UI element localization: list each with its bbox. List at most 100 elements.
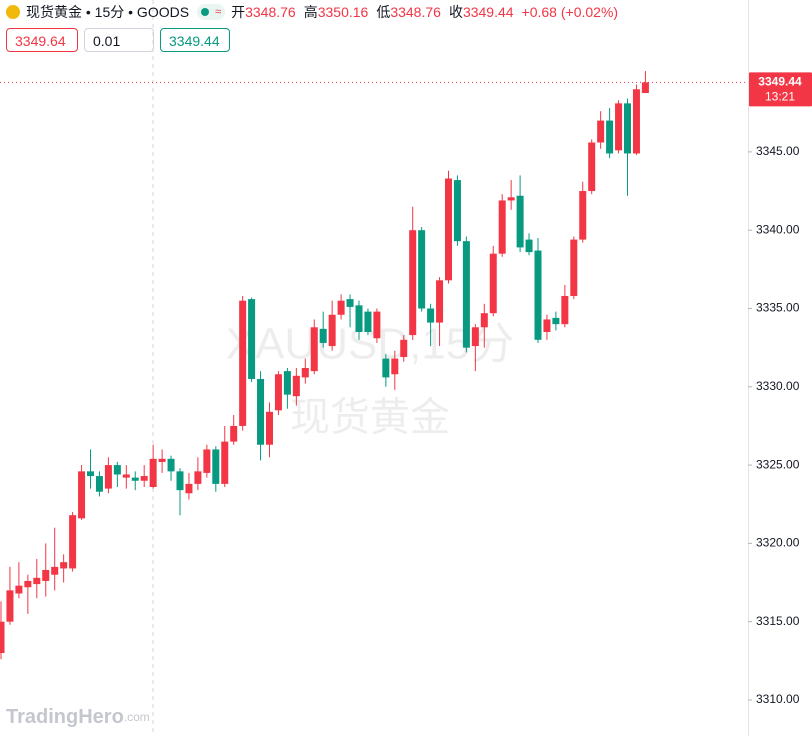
candle-body — [221, 441, 229, 484]
candle-body — [624, 103, 631, 154]
candle-body — [283, 371, 291, 395]
candle-body — [489, 253, 497, 314]
candle-body — [0, 621, 5, 654]
last-price-badge — [749, 72, 812, 107]
candle-body — [42, 570, 50, 581]
low-label: 低 — [376, 4, 391, 20]
candle-body — [400, 339, 408, 358]
close-label: 收 — [448, 4, 463, 20]
candle-body — [480, 313, 488, 328]
candle-body — [149, 458, 157, 488]
close-value: 3349.44 — [462, 4, 514, 20]
candle-body — [337, 300, 345, 315]
candle-body — [230, 425, 238, 442]
y-tick-label: 3340.00 — [756, 222, 800, 236]
candle-body — [346, 299, 354, 307]
candle-body — [436, 280, 444, 323]
candle-body — [409, 230, 417, 336]
candle-body — [418, 230, 426, 309]
candle-body — [301, 368, 309, 378]
last-price-time: 13:21 — [765, 90, 795, 104]
candle-body — [641, 82, 649, 94]
symbol-icon — [6, 5, 20, 19]
low-value: 3348.76 — [390, 4, 441, 20]
spread-box: 0.01 — [84, 28, 154, 52]
candle-body — [131, 477, 139, 481]
last-price-label: 3349.44 — [758, 75, 802, 89]
candle-body — [69, 515, 77, 569]
candle-body — [373, 311, 381, 339]
candle-body — [24, 580, 32, 588]
candle-body — [597, 120, 605, 143]
candle-body — [588, 142, 596, 192]
candle-body — [391, 358, 399, 375]
candle-body — [328, 314, 336, 347]
y-tick-label: 3330.00 — [756, 379, 800, 393]
logo-suffix: .com — [124, 710, 150, 724]
candle-body — [167, 458, 175, 472]
open-label: 开 — [231, 4, 246, 20]
candle-body — [95, 476, 103, 492]
candle-body — [104, 465, 112, 489]
sell-button[interactable]: 3349.64 — [6, 28, 78, 52]
candle-body — [310, 327, 318, 372]
candle-body — [606, 120, 614, 154]
y-tick-label: 3310.00 — [756, 692, 800, 706]
y-tick-label: 3345.00 — [756, 144, 800, 158]
candle-body — [113, 465, 121, 475]
candle-body — [427, 308, 435, 323]
y-tick-label: 3320.00 — [756, 536, 800, 550]
legend: 现货黄金 • 15分 • GOODS ≈ 开 3348.76 高 3350.16 低… — [6, 2, 618, 22]
candle-body — [6, 590, 14, 622]
candle-body — [615, 103, 623, 151]
candle-body — [632, 89, 640, 154]
buy-button[interactable]: 3349.44 — [160, 28, 230, 52]
candle-body — [185, 483, 193, 494]
y-tick-label: 3325.00 — [756, 457, 800, 471]
candle-body — [87, 471, 94, 477]
candle-body — [453, 180, 461, 242]
candle-body — [445, 178, 452, 281]
candle-body — [561, 295, 569, 325]
candle-body — [364, 311, 372, 332]
high-label: 高 — [303, 4, 318, 20]
candle-body — [266, 411, 273, 445]
candle-body — [579, 191, 587, 240]
change-value: +0.68 (+0.02%) — [521, 4, 619, 20]
status-pill: ≈ — [197, 4, 226, 20]
open-value: 3348.76 — [245, 4, 296, 20]
logo-name: TradingHero — [6, 706, 124, 728]
candle-body — [51, 566, 59, 575]
order-boxes: 3349.64 0.01 3349.44 — [6, 28, 230, 52]
y-tick-label: 3315.00 — [756, 614, 800, 628]
candle-body — [471, 327, 479, 347]
candle-body — [525, 239, 533, 253]
candle-body — [33, 577, 41, 585]
logo: TradingHero.com — [6, 706, 150, 728]
candle-body — [274, 374, 282, 411]
symbol-title: 现货黄金 • 15分 • GOODS — [26, 4, 190, 20]
candle-body — [462, 241, 470, 348]
candle-body — [194, 471, 202, 484]
candle-body — [543, 319, 551, 332]
high-value: 3350.16 — [317, 4, 369, 20]
candle-body — [158, 458, 166, 462]
candle-body — [516, 195, 524, 248]
candle-body — [319, 328, 327, 343]
status-icon: ≈ — [215, 6, 222, 18]
candle-body — [552, 317, 560, 325]
candle-body — [60, 562, 68, 569]
watermark-name: 现货黄金 — [290, 396, 450, 440]
y-tick-label: 3335.00 — [756, 301, 800, 315]
candle-body — [355, 305, 363, 332]
candle-body — [570, 239, 578, 296]
candle-body — [239, 300, 247, 426]
candle-body — [140, 476, 148, 481]
candle-body — [15, 585, 23, 594]
candle-body — [257, 378, 265, 445]
candle-body — [212, 449, 220, 484]
candle-body — [498, 200, 506, 254]
candle-body — [534, 250, 542, 340]
